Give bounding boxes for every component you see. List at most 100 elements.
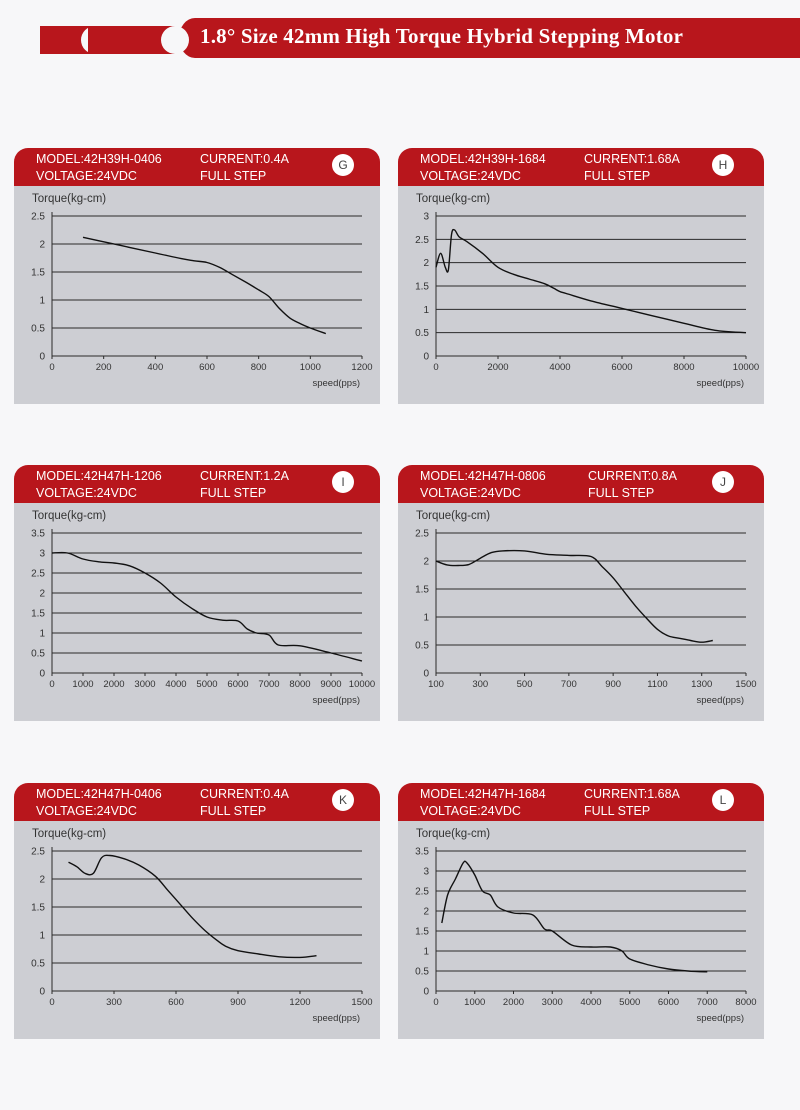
x-axis-label: speed(pps)	[312, 695, 360, 706]
y-axis-label: Torque(kg-cm)	[32, 510, 106, 522]
x-tick-label: 100	[428, 679, 444, 690]
x-tick-label: 4000	[549, 362, 570, 373]
x-tick-label: 1500	[735, 679, 756, 690]
y-tick-label: 2	[39, 240, 45, 251]
chart-card-i: MODEL:42H47H-1206 VOLTAGE:24VDC CURRENT:1.…	[14, 465, 380, 721]
y-tick-label: 2.5	[415, 235, 429, 246]
chart-card-k: MODEL:42H47H-0406 VOLTAGE:24VDC CURRENT:0.…	[14, 783, 380, 1039]
voltage-label: VOLTAGE:24VDC	[420, 804, 521, 818]
torque-curve	[51, 551, 363, 662]
x-axis-label: speed(pps)	[696, 1013, 744, 1024]
chart-body: Torque(kg-cm) 0 0.5 1 1.5 2 2.5 0 200 400 600 800 10…	[14, 186, 380, 404]
x-tick-label: 1000	[464, 997, 485, 1008]
model-label: MODEL:42H47H-0406	[36, 787, 162, 801]
x-tick-label: 700	[561, 679, 577, 690]
y-tick-label: 0.5	[415, 328, 429, 339]
current-label: CURRENT:0.4A	[200, 787, 289, 801]
x-tick-label: 400	[147, 362, 163, 373]
x-axis-label: speed(pps)	[696, 378, 744, 389]
voltage-label: VOLTAGE:24VDC	[36, 169, 137, 183]
y-tick-label: 0	[423, 987, 429, 998]
model-label: MODEL:42H39H-1684	[420, 152, 546, 166]
x-tick-label: 8000	[289, 679, 310, 690]
x-tick-label: 300	[106, 997, 122, 1008]
y-tick-label: 3.5	[31, 529, 45, 540]
chart-body: Torque(kg-cm) 0 0.5 1 1.5 2 2.5 3 0 2000 4000 6000 8…	[398, 186, 764, 404]
x-tick-label: 3000	[542, 997, 563, 1008]
y-axis-label: Torque(kg-cm)	[416, 828, 490, 840]
torque-chart: Torque(kg-cm) 0 0.5 1 1.5 2 2.5 3 3.5 0 1000 2000 30…	[415, 828, 756, 1024]
model-label: MODEL:42H39H-0406	[36, 152, 162, 166]
torque-chart: Torque(kg-cm) 0 0.5 1 1.5 2 2.5 3 0 2000 4000 6000 8…	[415, 193, 759, 389]
torque-chart: Torque(kg-cm) 0 0.5 1 1.5 2 2.5 3 3.5 0 1000 2000 30…	[31, 510, 375, 706]
model-label: MODEL:42H47H-0806	[420, 469, 546, 483]
y-tick-label: 2	[39, 589, 45, 600]
step-mode-label: FULL STEP	[584, 804, 651, 818]
x-tick-label: 4000	[580, 997, 601, 1008]
y-tick-label: 1	[39, 931, 45, 942]
step-mode-label: FULL STEP	[584, 169, 651, 183]
x-tick-label: 1200	[289, 997, 310, 1008]
y-axis-label: Torque(kg-cm)	[416, 193, 490, 205]
x-tick-label: 900	[605, 679, 621, 690]
current-label: CURRENT:1.68A	[584, 787, 680, 801]
step-mode-label: FULL STEP	[200, 486, 267, 500]
x-tick-label: 3000	[134, 679, 155, 690]
torque-chart: Torque(kg-cm) 0 0.5 1 1.5 2 2.5 0 300 600 900 1200 1…	[31, 828, 372, 1024]
torque-chart: Torque(kg-cm) 0 0.5 1 1.5 2 2.5 100 300 500 700 900…	[415, 510, 756, 706]
x-tick-label: 10000	[733, 362, 759, 373]
torque-curve	[435, 228, 747, 334]
voltage-label: VOLTAGE:24VDC	[36, 486, 137, 500]
x-tick-label: 0	[433, 362, 438, 373]
x-tick-label: 0	[49, 679, 54, 690]
y-tick-label: 0	[39, 669, 45, 680]
y-tick-label: 3.5	[415, 847, 429, 858]
banner-stripes	[40, 18, 800, 58]
y-tick-label: 1	[423, 947, 429, 958]
voltage-label: VOLTAGE:24VDC	[420, 169, 521, 183]
chart-id-badge: L	[712, 789, 734, 811]
y-tick-label: 1	[423, 613, 429, 624]
y-tick-label: 0.5	[31, 959, 45, 970]
torque-curve	[441, 860, 708, 973]
y-tick-label: 1.5	[415, 585, 429, 596]
x-tick-label: 0	[433, 997, 438, 1008]
page-title: 1.8° Size 42mm High Torque Hybrid Steppi…	[200, 24, 684, 48]
x-tick-label: 200	[96, 362, 112, 373]
y-tick-label: 0.5	[415, 967, 429, 978]
voltage-label: VOLTAGE:24VDC	[36, 804, 137, 818]
chart-card-h: MODEL:42H39H-1684 VOLTAGE:24VDC CURRENT:1.…	[398, 148, 764, 404]
y-tick-label: 0	[39, 987, 45, 998]
x-axis-label: speed(pps)	[696, 695, 744, 706]
x-tick-label: 500	[517, 679, 533, 690]
step-mode-label: FULL STEP	[588, 486, 655, 500]
chart-body: Torque(kg-cm) 0 0.5 1 1.5 2 2.5 100 300 500 700 900…	[398, 503, 764, 721]
voltage-label: VOLTAGE:24VDC	[420, 486, 521, 500]
y-tick-label: 0	[423, 352, 429, 363]
x-tick-label: 9000	[320, 679, 341, 690]
chart-card-j: MODEL:42H47H-0806 VOLTAGE:24VDC CURRENT:0.…	[398, 465, 764, 721]
y-tick-label: 2.5	[31, 212, 45, 223]
y-tick-label: 0.5	[31, 649, 45, 660]
current-label: CURRENT:0.4A	[200, 152, 289, 166]
x-tick-label: 2000	[103, 679, 124, 690]
torque-curve	[435, 549, 713, 643]
y-tick-label: 1.5	[31, 903, 45, 914]
x-tick-label: 8000	[735, 997, 756, 1008]
x-tick-label: 6000	[658, 997, 679, 1008]
model-label: MODEL:42H47H-1206	[36, 469, 162, 483]
y-tick-label: 1	[423, 305, 429, 316]
x-tick-label: 1100	[647, 679, 667, 690]
y-tick-label: 3	[39, 549, 45, 560]
x-tick-label: 5000	[196, 679, 217, 690]
y-tick-label: 0.5	[31, 324, 45, 335]
y-tick-label: 0.5	[415, 641, 429, 652]
x-tick-label: 7000	[697, 997, 718, 1008]
torque-curve	[82, 236, 327, 335]
y-tick-label: 1.5	[415, 927, 429, 938]
y-tick-label: 2.5	[415, 887, 429, 898]
torque-chart: Torque(kg-cm) 0 0.5 1 1.5 2 2.5 0 200 400 600 800 10…	[31, 193, 372, 389]
x-tick-label: 600	[168, 997, 184, 1008]
chart-header: MODEL:42H47H-1206 VOLTAGE:24VDC CURRENT:1.…	[14, 465, 380, 503]
chart-header: MODEL:42H39H-0406 VOLTAGE:24VDC CURRENT:0.…	[14, 148, 380, 186]
